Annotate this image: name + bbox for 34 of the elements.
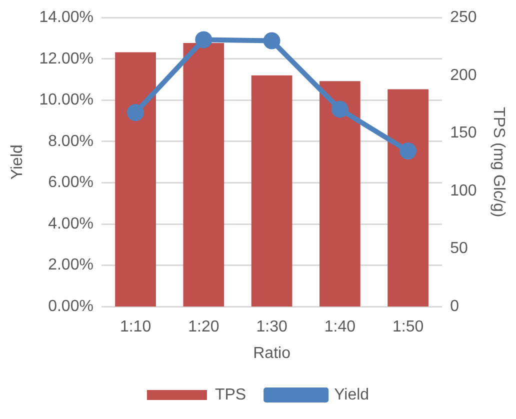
y2-axis-title: TPS (mg Glc/g) xyxy=(490,106,507,218)
bar xyxy=(115,52,156,307)
y-tick-label: 6.00% xyxy=(48,174,94,192)
y2-tick-label: 200 xyxy=(450,66,477,84)
y-tick-label: 8.00% xyxy=(48,132,94,150)
x-tick-label: 1:40 xyxy=(324,318,356,336)
y-tick-label: 14.00% xyxy=(39,9,94,26)
point xyxy=(263,32,280,50)
point xyxy=(127,104,144,122)
y2-tick-label: 150 xyxy=(450,124,477,142)
y2-tick-label: 250 xyxy=(450,9,477,26)
y-tick-label: 10.00% xyxy=(39,92,94,109)
point xyxy=(195,31,212,48)
bar xyxy=(183,43,224,307)
bar xyxy=(319,81,360,307)
y-tick-label: 12.00% xyxy=(39,50,94,68)
x-tick-label: 1:50 xyxy=(392,318,424,336)
x-tick-label: 1:10 xyxy=(120,318,152,336)
y-axis-title: Yield xyxy=(9,144,26,180)
point xyxy=(400,142,417,160)
y-tick-label: 4.00% xyxy=(48,215,94,232)
y2-tick-label: 0 xyxy=(450,298,460,316)
bar xyxy=(388,89,428,307)
bar xyxy=(251,75,292,307)
x-tick-label: 1:30 xyxy=(256,318,288,336)
x-axis-title: Ratio xyxy=(253,344,291,362)
legend-label: TPS xyxy=(214,386,246,404)
point xyxy=(331,100,348,118)
y2-tick-label: 50 xyxy=(450,240,468,258)
legend-label: Yield xyxy=(334,386,370,404)
y2-tick-label: 100 xyxy=(450,182,477,200)
x-tick-label: 1:20 xyxy=(188,318,220,336)
y-tick-label: 0.00% xyxy=(48,298,94,316)
y-tick-label: 2.00% xyxy=(48,256,94,274)
